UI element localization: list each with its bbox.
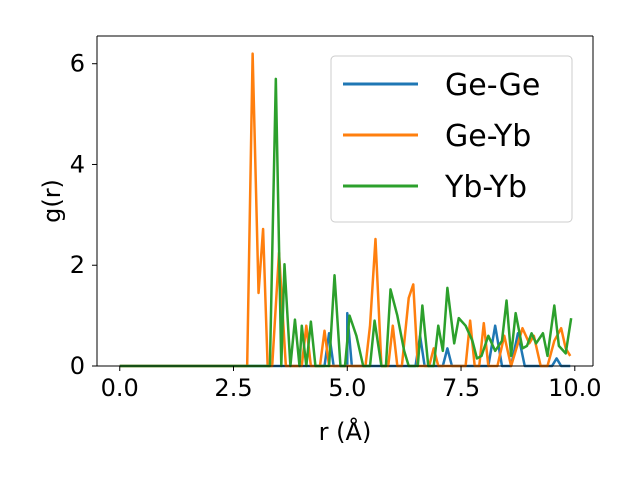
y-axis-ticks: 0 2 4 6: [70, 50, 97, 380]
x-tick-label: 2.5: [214, 374, 252, 402]
y-axis-label: g(r): [38, 179, 66, 223]
x-axis-ticks: 0.0 2.5 5.0 7.5 10.0: [101, 366, 602, 402]
legend-box: [330, 55, 573, 223]
y-tick-label: 6: [70, 50, 85, 78]
legend: Ge-Ge Ge-Yb Yb-Yb: [330, 55, 573, 223]
axes-spines: [96, 35, 594, 367]
x-tick-label: 10.0: [548, 374, 601, 402]
x-tick-label: 7.5: [442, 374, 480, 402]
legend-label-yb-yb: Yb-Yb: [444, 170, 527, 205]
legend-label-ge-yb: Ge-Yb: [445, 119, 531, 154]
y-tick-label: 4: [70, 150, 85, 178]
y-tick-label: 0: [70, 352, 85, 380]
x-axis-label: r (Å): [319, 417, 372, 446]
x-tick-label: 5.0: [328, 374, 366, 402]
series-line-yb-yb: [119, 77, 573, 368]
y-tick-label: 2: [70, 251, 85, 279]
x-tick-label: 0.0: [101, 374, 139, 402]
legend-label-ge-ge: Ge-Ge: [445, 68, 540, 103]
